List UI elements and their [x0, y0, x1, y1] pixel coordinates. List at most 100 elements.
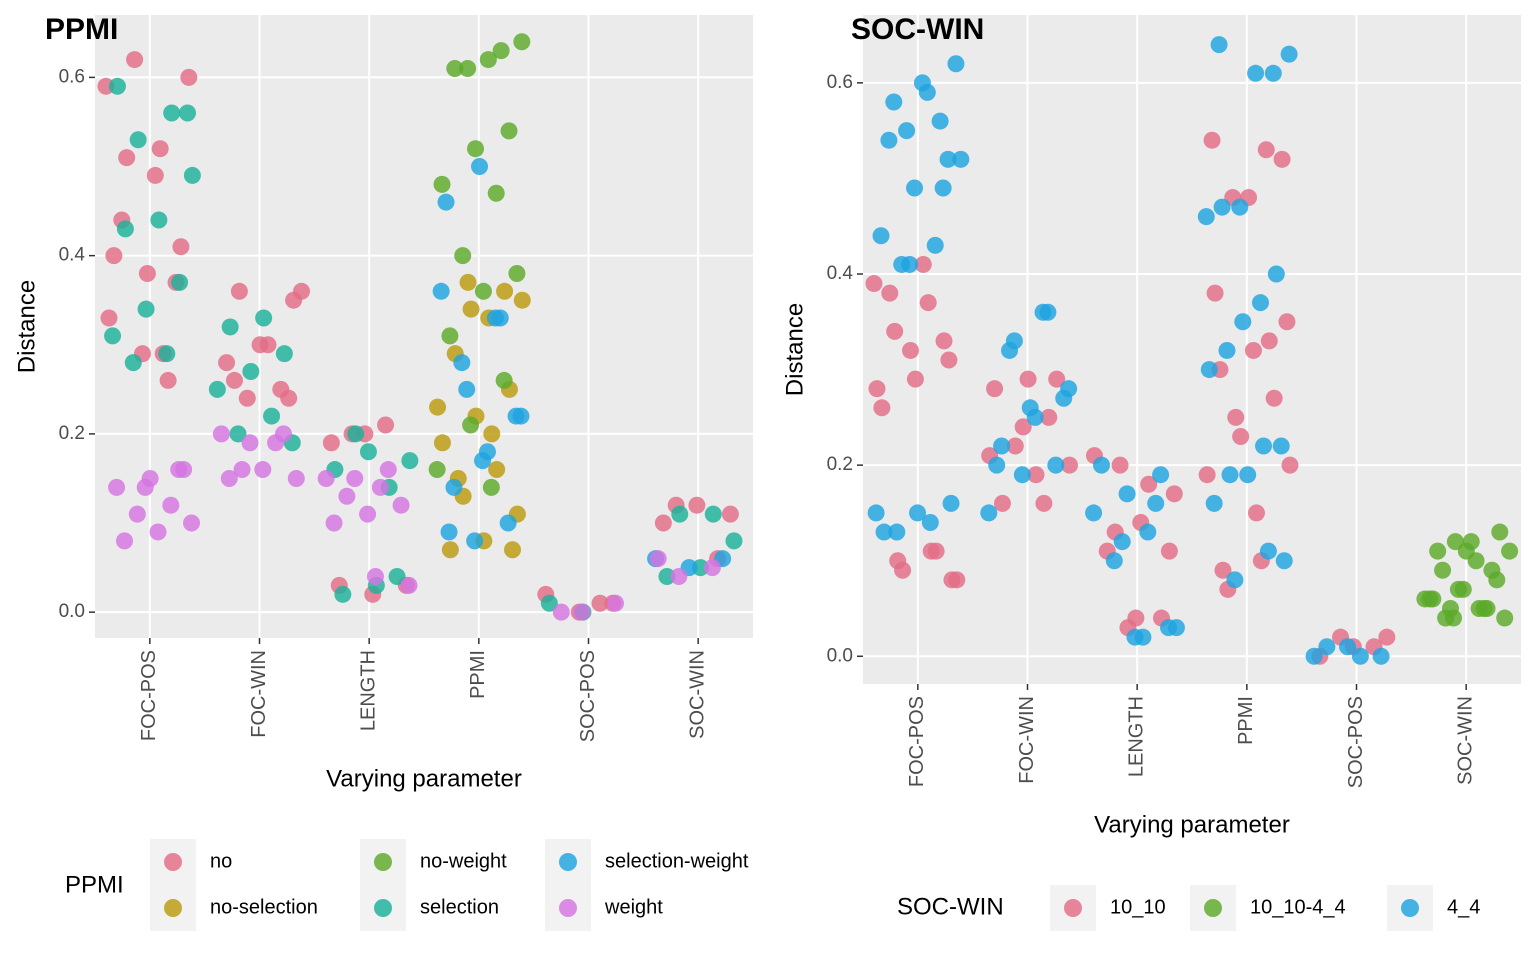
data-point — [1351, 647, 1369, 665]
data-point — [137, 300, 155, 318]
data-point — [401, 452, 419, 470]
data-point — [1424, 590, 1442, 608]
data-point — [1234, 313, 1252, 331]
data-point — [934, 179, 952, 197]
data-point — [128, 505, 146, 523]
data-point — [440, 523, 458, 541]
legend-title: SOC-WIN — [897, 893, 1004, 920]
data-point — [1205, 494, 1223, 512]
data-point — [116, 220, 134, 238]
data-point — [940, 351, 958, 369]
y-tick-label: 0.2 — [827, 454, 853, 475]
data-point — [392, 496, 410, 514]
data-point — [986, 380, 1004, 398]
y-tick-label: 0.4 — [59, 245, 86, 266]
data-point — [1213, 198, 1231, 216]
y-tick-label: 0.6 — [59, 66, 85, 87]
data-point — [115, 532, 133, 550]
data-point — [1210, 36, 1228, 54]
data-point — [952, 150, 970, 168]
data-point — [1152, 466, 1170, 484]
data-point — [1478, 599, 1496, 617]
data-point — [1501, 542, 1519, 560]
data-point — [909, 504, 927, 522]
data-point — [1027, 466, 1045, 484]
data-point — [225, 371, 243, 389]
data-point — [875, 523, 893, 541]
data-point — [1197, 208, 1215, 226]
data-point — [500, 122, 518, 140]
data-point — [492, 42, 510, 60]
data-point — [1457, 542, 1475, 560]
data-point — [1221, 466, 1239, 484]
legend-key — [559, 899, 577, 917]
data-point — [1035, 494, 1053, 512]
data-point — [1139, 523, 1157, 541]
legend-label: 10_10-4_4 — [1250, 896, 1346, 918]
data-point — [359, 443, 377, 461]
data-point — [914, 255, 932, 273]
data-point — [993, 437, 1011, 455]
data-point — [159, 371, 177, 389]
data-point — [255, 309, 273, 327]
panel-background — [95, 15, 753, 638]
data-point — [1244, 341, 1262, 359]
data-point — [459, 273, 477, 291]
data-point — [1047, 456, 1065, 474]
data-point — [180, 68, 198, 86]
data-point — [466, 532, 484, 550]
x-tick-label: SOC-WIN — [686, 650, 708, 739]
data-point — [488, 461, 506, 479]
data-point — [334, 585, 352, 603]
data-point — [1280, 45, 1298, 63]
data-point — [1085, 504, 1103, 522]
data-point — [479, 51, 497, 69]
data-point — [467, 140, 485, 158]
data-point — [158, 345, 176, 363]
data-point — [654, 514, 672, 532]
data-point — [885, 93, 903, 111]
data-point — [513, 33, 531, 51]
data-point — [507, 407, 525, 425]
data-point — [221, 318, 239, 336]
data-point — [1273, 150, 1291, 168]
legend-key — [1401, 899, 1419, 917]
data-point — [454, 247, 472, 265]
data-point — [906, 370, 924, 388]
data-point — [437, 193, 455, 211]
data-point — [242, 363, 260, 381]
data-point — [429, 398, 447, 416]
data-point — [1206, 284, 1224, 302]
data-point — [220, 469, 238, 487]
data-point — [338, 487, 356, 505]
data-point — [1227, 408, 1245, 426]
data-point — [325, 514, 343, 532]
data-point — [1247, 504, 1265, 522]
data-point — [919, 294, 937, 312]
data-point — [1001, 341, 1019, 359]
data-point — [1113, 533, 1131, 551]
data-point — [150, 211, 168, 229]
data-point — [151, 140, 169, 158]
data-point — [1160, 542, 1178, 560]
data-point — [943, 571, 961, 589]
data-point — [939, 150, 957, 168]
data-point — [379, 461, 397, 479]
y-tick-label: 0.4 — [827, 263, 854, 284]
data-point — [1372, 647, 1390, 665]
data-point — [1265, 389, 1283, 407]
x-tick-label: FOC-POS — [138, 650, 160, 741]
data-point — [462, 416, 480, 434]
data-point — [499, 514, 517, 532]
data-point — [1200, 361, 1218, 379]
x-tick-label: FOC-POS — [906, 696, 928, 787]
data-point — [1118, 485, 1136, 503]
legend-label: no-weight — [420, 850, 507, 872]
chart-title: SOC-WIN — [851, 13, 984, 46]
data-point — [254, 461, 272, 479]
legend-label: selection-weight — [605, 850, 749, 872]
legend-key — [164, 853, 182, 871]
data-point — [495, 371, 513, 389]
data-point — [1496, 609, 1514, 627]
y-axis-label: Distance — [781, 303, 808, 396]
